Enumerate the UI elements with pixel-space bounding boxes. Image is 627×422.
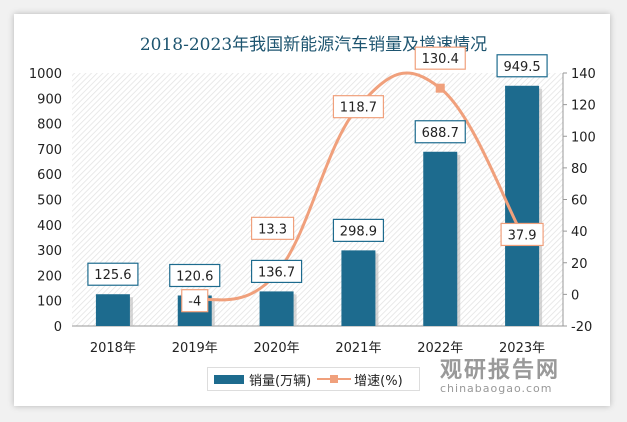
watermark-url: chinabaogao.com [440,382,553,395]
legend-line-label: 增速(%) [354,373,403,389]
y-left-tick-label: 800 [37,118,62,133]
x-tick-label: 2023年 [499,341,545,356]
x-tick-label: 2020年 [254,341,300,356]
chart-title: 2018-2023年我国新能源汽车销量及增速情况 [139,35,488,55]
x-tick-label: 2022年 [417,341,463,356]
bar [95,294,130,326]
growth-data-label-box [414,46,466,70]
bar-data-label: 688.7 [422,126,459,141]
growth-data-label: 118.7 [340,101,377,116]
y-right-tick-label: -20 [571,320,592,335]
y-right-tick-label: 100 [571,130,596,145]
y-right-tick-label: 80 [571,162,588,177]
x-tick-label: 2021年 [335,341,381,356]
y-left-tick-label: 300 [37,244,62,259]
growth-data-label: 130.4 [422,52,459,67]
growth-data-label: 37.9 [508,228,537,243]
bar [341,250,376,326]
bar-data-label-box [250,259,303,284]
y-right-tick-label: 60 [571,194,588,209]
y-left-tick-label: 100 [37,295,62,310]
legend-bar-label: 销量(万辆) [249,373,312,389]
growth-data-label-box [181,289,209,313]
y-left-tick-label: 0 [54,320,62,335]
growth-data-label: 13.3 [258,222,287,237]
bar-data-label-box [87,262,139,286]
y-left-tick-label: 400 [37,219,62,234]
watermark: 观研报告网 chinabaogao.com [440,352,560,395]
y-left-tick-label: 1000 [29,67,62,82]
x-tick-label: 2018年 [90,341,136,356]
bar [423,151,458,326]
bar-data-label: 125.6 [94,268,131,283]
legend: 销量(万辆) 增速(%) [207,367,420,391]
y-right-tick-label: 140 [571,67,596,82]
y-left-tick-label: 700 [37,143,62,158]
growth-data-label-box [332,95,385,119]
bar-data-label: 298.9 [340,224,377,239]
legend-bar-swatch [214,374,244,384]
y-right-tick-label: 120 [571,99,596,114]
y-left-tick-label: 900 [37,92,62,107]
growth-data-label-box [500,222,544,247]
x-tick-label: 2019年 [172,341,218,356]
growth-marker [435,83,445,93]
bar-data-label-box [496,54,548,78]
bar-data-label: 949.5 [503,60,540,75]
y-left-tick-label: 500 [37,194,62,209]
y-left-tick-label: 200 [37,269,62,284]
bar-data-label-box [414,120,466,144]
bar-data-label-box [332,218,385,242]
bar-data-label-box [169,263,221,288]
growth-data-label: -4 [188,295,201,310]
bar-data-label: 120.6 [176,269,213,284]
y-right-tick-label: 0 [571,288,579,303]
plot-area [72,73,563,326]
y-right-tick-label: 20 [571,257,588,272]
legend-line-swatch [317,374,352,384]
watermark-name: 观研报告网 [440,358,561,383]
bar-data-label: 136.7 [258,265,295,280]
y-right-tick-label: 40 [571,225,588,240]
y-left-tick-label: 600 [37,168,62,183]
bar [505,85,540,327]
bar [259,291,294,326]
growth-data-label-box [250,216,295,240]
